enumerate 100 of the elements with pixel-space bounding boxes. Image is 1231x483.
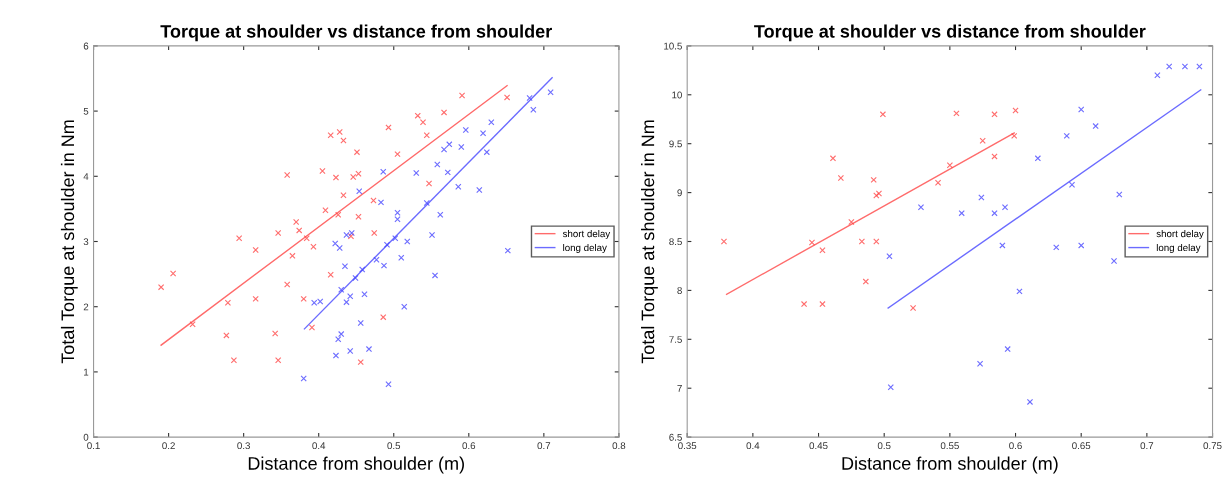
point <box>224 299 232 306</box>
point <box>934 179 942 186</box>
point <box>189 321 196 328</box>
point <box>917 204 925 211</box>
point <box>392 235 399 242</box>
x-tick-label: 0.5 <box>877 442 891 450</box>
point <box>526 94 533 102</box>
point <box>347 347 354 355</box>
point <box>455 183 462 190</box>
point <box>1078 106 1085 113</box>
point <box>979 137 986 144</box>
x-tick-label: 0.5 <box>387 442 401 450</box>
point <box>1116 191 1123 198</box>
y-axis-title: Total Torque at shoulder in Nm <box>641 120 658 364</box>
point <box>338 330 345 338</box>
point <box>431 272 439 279</box>
y-tick-label: 0 <box>83 433 89 441</box>
point <box>359 266 366 273</box>
y-tick-label: 1 <box>84 368 89 376</box>
x-tick-label: 0.7 <box>537 442 551 450</box>
point <box>310 243 317 250</box>
point <box>1053 244 1060 251</box>
chart-title: Torque at shoulder vs distance from shoulder <box>160 24 552 42</box>
x-tick-label: 0.6 <box>1009 442 1022 450</box>
point <box>1068 181 1076 188</box>
point <box>414 112 421 119</box>
point <box>1154 72 1161 79</box>
point <box>338 286 345 293</box>
x-tick-label: 0.2 <box>162 442 175 450</box>
x-tick-label: 0.1 <box>87 442 100 450</box>
point <box>458 92 466 99</box>
y-tick-label: 5 <box>83 107 89 115</box>
point <box>858 238 866 245</box>
point <box>434 161 441 168</box>
x-tick-label: 0.75 <box>1203 442 1222 450</box>
x-tick-label: 0.6 <box>462 442 476 450</box>
point <box>808 239 816 246</box>
x-tick-label: 0.45 <box>809 442 828 450</box>
point <box>1092 122 1099 130</box>
point <box>1166 63 1173 70</box>
point <box>394 150 401 158</box>
point <box>413 169 420 177</box>
point <box>275 357 282 364</box>
point <box>355 213 362 220</box>
y-axis-title: Total Torque at shoulder in Nm <box>60 120 78 364</box>
point <box>958 209 965 217</box>
point <box>357 319 364 327</box>
point <box>308 324 316 331</box>
legend-label: long delay <box>1156 243 1201 253</box>
point <box>327 132 334 139</box>
y-tick-label: 6 <box>83 42 89 50</box>
point <box>352 274 359 282</box>
point <box>425 180 433 187</box>
y-tick-label: 8 <box>677 287 682 295</box>
point <box>336 244 343 252</box>
x-axis-title: Distance from shoulder (m) <box>248 456 464 474</box>
legend-label: long delay <box>563 243 607 253</box>
y-tick-label: 10 <box>672 91 682 99</box>
point <box>293 218 300 226</box>
point <box>1181 63 1189 70</box>
point <box>340 192 347 199</box>
point <box>284 281 291 288</box>
point <box>394 209 401 216</box>
point <box>383 241 391 248</box>
point <box>440 109 448 116</box>
point <box>976 360 984 367</box>
point <box>819 300 826 308</box>
point <box>398 254 405 261</box>
point <box>350 173 357 181</box>
point <box>423 132 430 139</box>
point <box>341 263 349 270</box>
legend-label: short delay <box>1156 230 1204 240</box>
point <box>377 199 385 206</box>
point <box>303 235 310 242</box>
point <box>1011 132 1018 140</box>
x-axis-title: Distance from shoulder (m) <box>842 456 1058 474</box>
point <box>252 246 259 254</box>
point <box>1063 132 1070 140</box>
point <box>272 330 279 337</box>
point <box>437 211 444 218</box>
y-tick-label: 7.5 <box>669 336 682 343</box>
point <box>332 240 339 247</box>
x-tick-label: 0.55 <box>940 442 959 450</box>
point <box>169 270 177 277</box>
point <box>720 238 728 245</box>
point <box>319 167 326 175</box>
point <box>404 238 411 245</box>
point <box>373 256 380 263</box>
point <box>296 227 303 234</box>
y-tick-label: 2 <box>83 303 89 311</box>
x-tick-label: 0.8 <box>612 442 626 450</box>
point <box>335 336 342 343</box>
point <box>300 375 307 382</box>
point <box>300 295 307 303</box>
point <box>322 207 329 214</box>
point <box>503 94 511 101</box>
point <box>547 89 554 96</box>
chart-title: Torque at shoulder vs distance from shoulder <box>754 24 1146 42</box>
x-tick-label: 0.65 <box>1072 442 1091 450</box>
point <box>332 174 340 181</box>
